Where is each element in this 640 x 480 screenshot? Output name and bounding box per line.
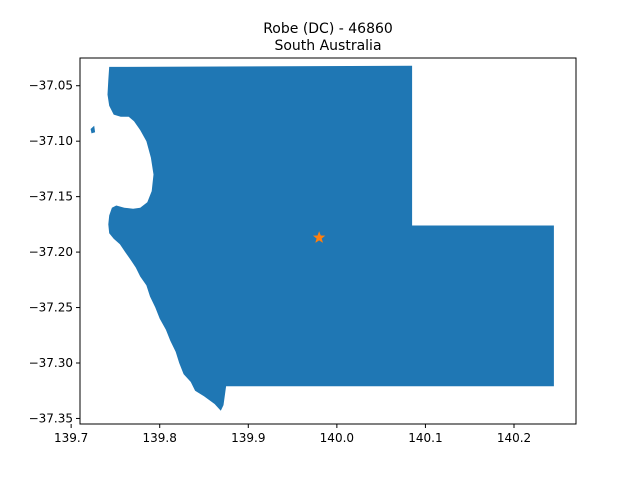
y-tick-label: −37.10 xyxy=(29,134,73,148)
y-tick-label: −37.15 xyxy=(29,190,73,204)
x-tick-label: 140.1 xyxy=(408,431,442,445)
region-polygon xyxy=(107,65,554,411)
location-star-marker xyxy=(312,231,326,243)
islet-polygon xyxy=(90,125,96,134)
y-tick-label: −37.20 xyxy=(29,245,73,259)
x-axis: 139.7 139.8 139.9 140.0 140.1 140.2 xyxy=(54,424,531,445)
y-tick-label: −37.30 xyxy=(29,356,73,370)
y-axis: −37.05 −37.10 −37.15 −37.20 −37.25 −37.30 −37.… xyxy=(29,79,80,425)
map-title-line-1: Robe (DC) - 46860 xyxy=(263,21,393,37)
plot-area xyxy=(90,65,554,411)
x-tick-label: 140.0 xyxy=(320,431,354,445)
axes-frame xyxy=(79,57,577,425)
x-tick-label: 139.9 xyxy=(231,431,265,445)
y-tick-label: −37.35 xyxy=(29,411,73,425)
x-tick-label: 139.8 xyxy=(143,431,177,445)
x-tick-label: 140.2 xyxy=(497,431,531,445)
map-title-line-2: South Australia xyxy=(274,38,381,54)
y-tick-label: −37.25 xyxy=(29,301,73,315)
x-tick-label: 139.7 xyxy=(54,431,88,445)
y-tick-label: −37.05 xyxy=(29,79,73,93)
